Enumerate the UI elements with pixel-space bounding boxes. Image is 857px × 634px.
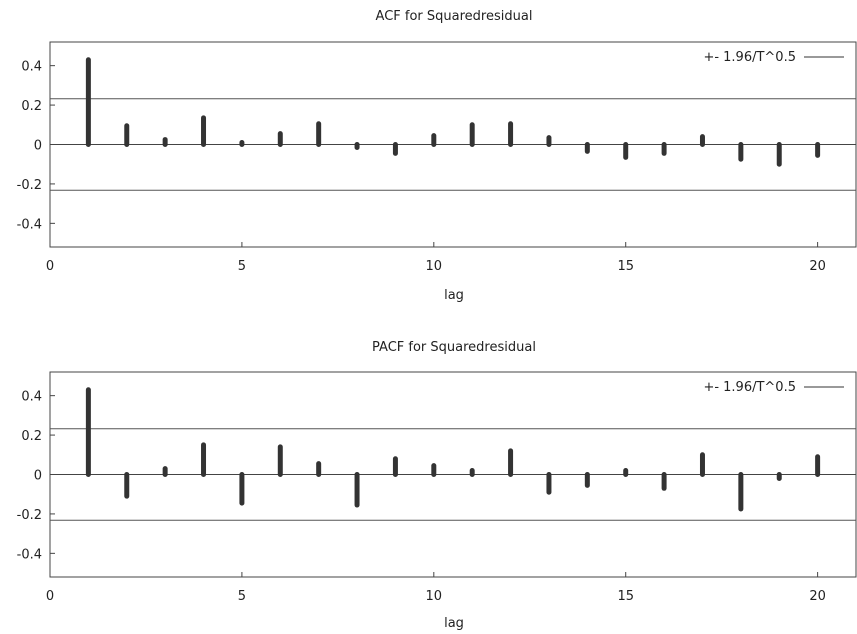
acf-panel: ACF for Squaredresidual 0.40.20-0.2-0.4 … [17,9,857,303]
pacf-y-tick-label: -0.4 [17,547,42,562]
pacf-y-tick-label: -0.2 [17,508,42,523]
pacf-x-tick-label: 20 [809,589,826,604]
pacf-y-tick-label: 0.4 [21,390,42,405]
acf-y-tick-label: -0.4 [17,217,42,232]
pacf-legend: +- 1.96/T^0.5 [703,380,844,395]
pacf-x-tick-label: 5 [238,589,246,604]
acf-x-tick-label: 15 [617,259,634,274]
acf-confidence-band [50,98,856,191]
pacf-confidence-band [50,428,856,521]
acf-x-tick-label: 20 [809,259,826,274]
acf-y-tick-label: 0 [34,139,42,154]
pacf-x-tick-label: 0 [46,589,54,604]
acf-x-axis-label: lag [444,288,464,303]
pacf-y-tick-label: 0 [34,469,42,484]
acf-x-tick-label: 5 [238,259,246,274]
pacf-bars [85,387,821,512]
acf-y-tick-label: 0.2 [21,99,42,114]
acf-legend: +- 1.96/T^0.5 [703,50,844,65]
pacf-panel: PACF for Squaredresidual 0.4 0.2 0 -0.2 -0.4… [17,340,857,631]
pacf-title: PACF for Squaredresidual [372,340,536,355]
acf-y-tick-label: 0.4 [21,60,42,75]
acf-legend-label: +- 1.96/T^0.5 [703,50,796,65]
pacf-y-tick-label: 0.2 [21,429,42,444]
acf-bars [85,57,821,167]
pacf-y-axis: 0.4 0.2 0 -0.2 -0.4 [17,390,55,562]
acf-x-tick-label: 0 [46,259,54,274]
pacf-x-axis: 0 5 10 15 20 [46,572,826,604]
acf-y-axis: 0.4 0.2 0 -0.2 -0.4 [17,60,55,232]
acf-x-axis: 0 5 10 15 20 [46,242,826,274]
acf-x-tick-label: 10 [426,259,443,274]
pacf-x-axis-label: lag [444,616,464,631]
acf-title: ACF for Squaredresidual [376,9,533,24]
pacf-x-tick-label: 10 [426,589,443,604]
pacf-legend-label: +- 1.96/T^0.5 [703,380,796,395]
acf-y-tick-label: -0.2 [17,178,42,193]
pacf-x-tick-label: 15 [617,589,634,604]
